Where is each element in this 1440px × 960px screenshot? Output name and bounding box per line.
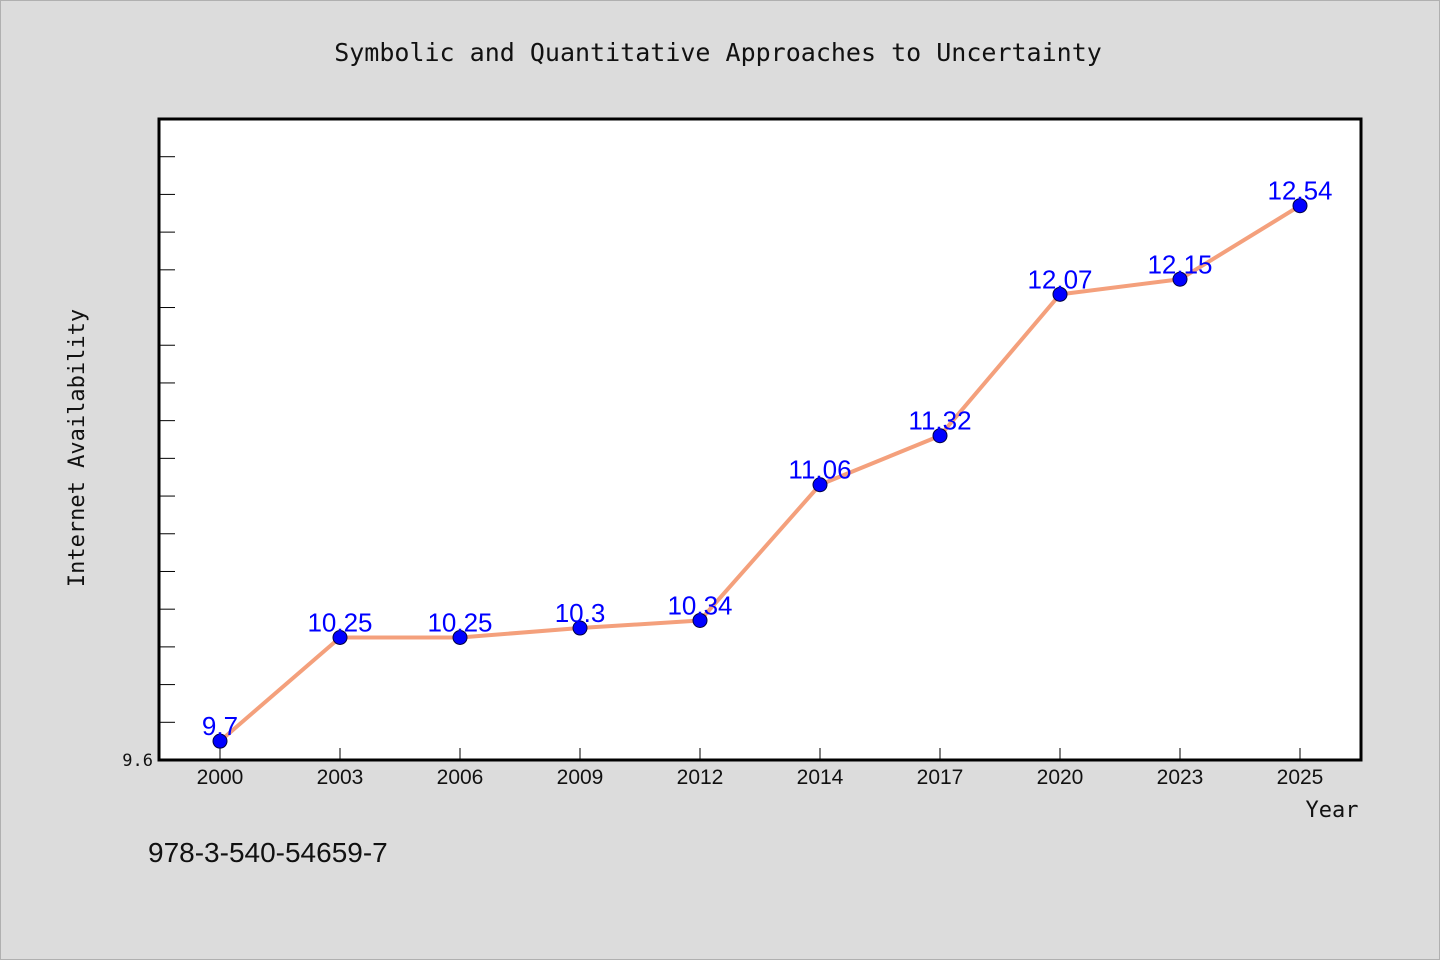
plot-area [159,119,1361,760]
data-labels: 9.7 10.25 10.25 10.3 10.34 11.06 11.32 12.07 12.… [202,176,1333,741]
data-label: 12.07 [1027,264,1092,294]
x-tick-label: 2017 [917,766,964,789]
y-tick-label: 9.6 [122,751,153,771]
series-markers [212,198,1308,749]
x-tick-label: 2025 [1277,766,1324,789]
data-point [1172,271,1188,287]
data-label: 11.06 [788,455,851,485]
x-axis-ticks [219,748,1301,760]
x-tick-label: 2000 [197,766,244,789]
data-point [212,733,228,749]
x-axis-label: Year [1306,798,1359,823]
x-tick-label: 2012 [677,766,724,789]
x-tick-label: 2023 [1157,766,1204,789]
series-line [218,203,1302,744]
y-axis-label: Internet Availability [65,309,90,587]
data-point [1292,198,1308,214]
x-tick-label: 2006 [437,766,484,789]
data-label: 10.25 [307,607,372,637]
x-tick-label: 2009 [557,766,604,789]
data-label: 10.3 [555,598,606,628]
x-tick-label: 2014 [797,766,844,789]
data-label: 10.34 [667,590,732,620]
data-label: 12.54 [1267,176,1332,206]
x-tick-label: 2003 [317,766,364,789]
footer-text: 978-3-540-54659-7 [148,837,388,868]
data-label: 12.15 [1147,249,1212,279]
data-label: 11.32 [908,406,971,436]
data-point [1052,286,1068,302]
chart-title: Symbolic and Quantitative Approaches to … [334,38,1102,67]
data-point [692,612,708,628]
data-label: 10.25 [427,607,492,637]
x-tick-label: 2020 [1037,766,1084,789]
data-point [812,477,828,493]
data-point [332,629,348,645]
data-point [932,428,948,444]
x-axis-tick-labels: 2000 2003 2006 2009 2012 2014 2017 2020 2023 2025 [197,766,1324,789]
data-point [452,629,468,645]
data-label: 9.7 [202,711,238,741]
data-point [572,620,588,636]
plot-frame [157,117,1363,762]
